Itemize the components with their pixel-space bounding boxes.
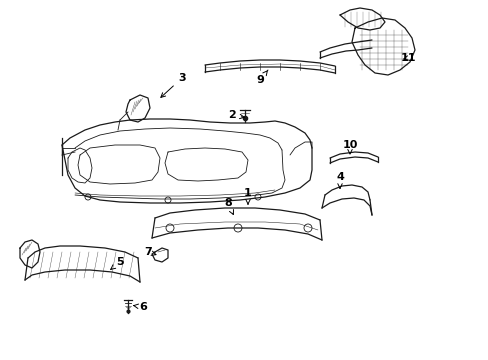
Text: 9: 9	[256, 70, 267, 85]
Text: 1: 1	[244, 188, 251, 204]
Text: 3: 3	[161, 73, 185, 98]
Text: 10: 10	[342, 140, 357, 154]
Text: 5: 5	[111, 257, 123, 269]
Text: 4: 4	[335, 172, 343, 188]
Text: 7: 7	[144, 247, 156, 257]
Text: 8: 8	[224, 198, 233, 215]
Text: 11: 11	[400, 53, 415, 63]
Text: 2: 2	[228, 110, 244, 120]
Text: 6: 6	[133, 302, 146, 312]
